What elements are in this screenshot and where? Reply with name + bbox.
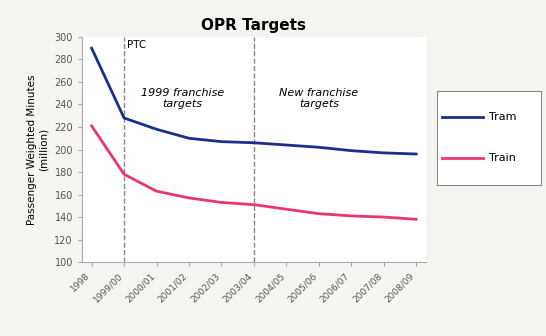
Train (348, 214, 354, 218)
Train (218, 200, 225, 204)
Tram (348, 149, 354, 153)
Tram (283, 143, 289, 147)
Tram (251, 141, 257, 145)
Train (283, 207, 289, 211)
Train (153, 189, 160, 193)
Train (413, 217, 419, 221)
Train (316, 212, 322, 216)
Text: PTC: PTC (127, 40, 146, 50)
Tram (316, 145, 322, 149)
Line: Train: Train (92, 126, 416, 219)
Y-axis label: Passenger Weighted Minutes
(million): Passenger Weighted Minutes (million) (27, 74, 49, 225)
Text: Train: Train (489, 154, 515, 163)
Train (186, 196, 192, 200)
Line: Tram: Tram (92, 48, 416, 154)
Train (88, 124, 95, 128)
Text: New franchise
targets: New franchise targets (279, 88, 358, 109)
Train (121, 172, 127, 176)
Tram (186, 136, 192, 140)
Tram (218, 140, 225, 144)
Tram (88, 46, 95, 50)
Text: Tram: Tram (489, 112, 516, 122)
Tram (121, 116, 127, 120)
Train (251, 203, 257, 207)
Train (381, 215, 387, 219)
Title: OPR Targets: OPR Targets (201, 18, 306, 33)
Tram (153, 127, 160, 131)
Tram (413, 152, 419, 156)
Tram (381, 151, 387, 155)
Text: 1999 franchise
targets: 1999 franchise targets (141, 88, 224, 109)
